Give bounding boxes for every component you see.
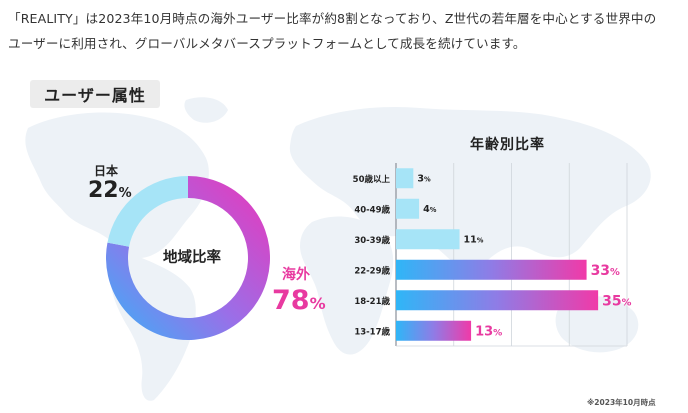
bar-category-label: 13-17歳 (354, 326, 390, 337)
slice-value-overseas: 78% (272, 287, 326, 314)
age-chart-title: 年齢別比率 (470, 137, 545, 153)
slice-label-japan: 日本 (94, 164, 119, 178)
bar-value-label: 33% (591, 263, 620, 279)
age-bar (396, 198, 420, 219)
intro-line-1: 「REALITY」は2023年10月時点の海外ユーザー比率が約8割となっており、… (8, 11, 657, 26)
bar-value-label: 11% (464, 235, 484, 246)
bar-value-label: 13% (475, 324, 502, 339)
section-title-user-attributes: ユーザー属性 (30, 80, 160, 108)
slice-value-overseas-unit: % (309, 294, 326, 313)
bar-category-label: 18-21歳 (354, 296, 390, 307)
footnote-date: ※2023年10月時点 (587, 398, 656, 407)
bar-category-label: 22-29歳 (354, 265, 390, 276)
bar-category-label: 40-49歳 (354, 204, 390, 215)
donut-slice-japan (107, 176, 188, 247)
bar-value-label: 3% (417, 174, 431, 185)
bar-category-label: 30-39歳 (354, 235, 390, 246)
age-bar (396, 290, 599, 311)
intro-text: 「REALITY」は2023年10月時点の海外ユーザー比率が約8割となっており、… (8, 6, 684, 56)
donut-center-title: 地域比率 (163, 250, 221, 266)
bar-category-label: 50歳以上 (353, 174, 391, 185)
slice-value-japan: 22% (88, 180, 132, 202)
age-bar (396, 320, 472, 341)
slice-value-japan-number: 22 (88, 178, 119, 203)
intro-line-2: ユーザーに利用され、グローバルメタバースプラットフォームとして成長を続けています… (8, 36, 526, 51)
slice-value-overseas-number: 78 (272, 285, 310, 316)
age-bar (396, 229, 460, 250)
age-bar (396, 259, 587, 280)
bar-value-label: 4% (423, 204, 437, 215)
bar-value-label: 35% (602, 293, 631, 309)
age-bar (396, 168, 414, 189)
slice-label-overseas: 海外 (282, 267, 310, 283)
slice-value-japan-unit: % (118, 186, 132, 201)
